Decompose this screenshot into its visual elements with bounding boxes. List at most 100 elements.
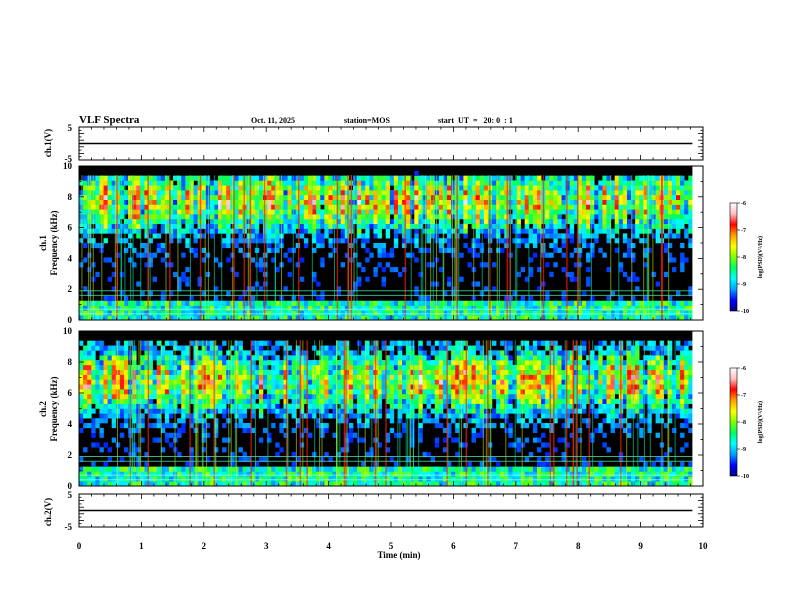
ch2-spectrogram-cell	[189, 466, 194, 472]
ch1-spectrogram-cell	[610, 214, 615, 220]
ch2-spectrogram-cell	[389, 364, 395, 371]
ch1-spectrogram-cell	[618, 223, 624, 229]
ch2-spectrogram-cell	[308, 393, 313, 400]
ch1-spectrogram-cell	[500, 247, 505, 253]
ch2-spectrogram-cell	[406, 384, 411, 390]
ch1-spectrogram-cell	[451, 252, 456, 258]
ch2-spectrogram-cell	[414, 364, 419, 371]
ch1-spectrogram-cell	[520, 180, 526, 186]
ch1-spectrogram-cell	[299, 204, 305, 210]
ch1-spectrogram-cell	[357, 310, 362, 316]
ch1-spectrogram-cell	[512, 315, 517, 321]
ch1-spectrogram-cell	[622, 310, 628, 316]
ch2-spectrogram-cell	[385, 369, 391, 375]
ch1-spectrogram-cell	[618, 315, 624, 321]
ch2-spectrogram-cell	[406, 413, 411, 419]
ch2-spectrogram-cell	[201, 360, 207, 366]
ch1-spectrogram-cell	[95, 194, 100, 200]
ch1-spectrogram-cell	[140, 291, 145, 297]
ch1-spectrogram-cell	[373, 300, 378, 306]
ch1-spectrogram-cell	[573, 204, 579, 210]
ch2-spectrogram-cell	[393, 364, 399, 371]
ch1-spectrogram-cell	[115, 238, 121, 244]
ch2-spectrogram-cell	[238, 466, 243, 472]
ch2-spectrogram-cell	[201, 471, 207, 477]
ch1-spectrogram-cell	[357, 185, 362, 191]
ch1-spectrogram-cell	[532, 233, 538, 239]
ch1-spectrogram-cell	[107, 223, 113, 229]
ch1-spectrogram-cell	[606, 218, 611, 225]
ch1-spectrogram-cell	[140, 204, 145, 210]
ch1-spectrogram-cell	[631, 190, 636, 196]
ch1-spectrogram-cell	[451, 291, 456, 297]
ch2-spectrogram-cell	[140, 360, 145, 366]
ch1-spectrogram-cell	[602, 190, 607, 196]
ch2-spectrogram-cell	[181, 466, 186, 472]
ch1-spectrogram-cell	[602, 218, 607, 225]
ch1-spectrogram-cell	[234, 194, 239, 200]
ch1-spectrogram-cell	[622, 214, 628, 220]
ch2-spectrogram-cell	[222, 437, 227, 443]
ch1-spectrogram-cell	[295, 218, 301, 225]
ch1-spectrogram-cell	[308, 315, 313, 321]
ch1-spectrogram-cell	[119, 315, 125, 321]
ch1-spectrogram-cell	[561, 223, 566, 229]
ch1-spectrogram-cell	[483, 300, 489, 306]
ch2-spectrogram-cell	[299, 384, 305, 390]
ch2-spectrogram-cell	[185, 364, 190, 371]
ch1-spectrogram-cell	[377, 247, 382, 253]
ch1-spectrogram-cell	[451, 305, 456, 311]
ch1-spectrogram-cell	[500, 315, 505, 321]
ch2-spectrogram-cell	[160, 379, 166, 385]
ch2-spectrogram-cell	[385, 471, 391, 477]
ch2-spectrogram-cell	[332, 355, 337, 361]
ch2-spectrogram-cell	[156, 413, 162, 419]
ch1-spectrogram-cell	[504, 243, 509, 249]
ch1-spectrogram-sferic-streak	[232, 175, 234, 320]
ch1-spectrogram-cell	[213, 305, 219, 311]
ch1-spectrogram-cell	[185, 214, 190, 220]
ch1-spectrogram-cell	[365, 185, 370, 191]
ch2-spectrogram-cell	[218, 345, 223, 351]
ch2-spectrogram-cell	[332, 408, 337, 414]
ch1-spectrogram-cell	[414, 257, 419, 263]
ch1-spectrogram-cell	[680, 315, 685, 321]
ch2-spectrogram-cell	[332, 369, 337, 375]
ch1-spectrogram-cell	[299, 185, 305, 191]
ch2-spectrogram-cell	[201, 350, 207, 356]
ch1-spectrogram-cell	[442, 291, 448, 297]
ch1-spectrogram-cell	[651, 305, 656, 311]
ch2-spectrogram-cell	[111, 393, 117, 400]
ch2-spectrogram-cell	[160, 471, 166, 477]
ch2-spectrogram-cell	[181, 350, 186, 356]
ch2-spectrogram-cell	[177, 466, 182, 472]
ch1-spectrogram-cell	[148, 194, 153, 200]
ch2-spectrogram-cell	[189, 452, 194, 458]
ch1-spectrogram-cell	[299, 310, 305, 316]
ch1-spectrogram-cell	[475, 315, 481, 321]
ch2-spectrogram-cell	[99, 364, 104, 371]
ch1-spectrogram-cell	[303, 204, 309, 210]
ch2-spectrogram-cell	[91, 374, 96, 380]
ch1-spectrogram-cell	[287, 315, 292, 321]
ch1-spectrogram-sferic-streak	[566, 175, 568, 320]
ch1-spectrogram-cell	[258, 305, 264, 311]
ch2-spectrogram-cell	[393, 340, 399, 346]
ch2-spectrogram-cell	[385, 364, 391, 371]
ch1-spectrogram-cell	[496, 228, 501, 234]
ch2-spectrogram-cell	[91, 355, 96, 361]
ch1-spectrogram-cell	[500, 300, 505, 306]
ch1-spectrogram-cell	[492, 223, 497, 229]
ch1-spectrogram-cell	[537, 228, 542, 234]
ch1-spectrogram-cell	[377, 199, 382, 205]
ch2-spectrogram-cell	[181, 369, 186, 375]
ch1-spectrogram-cell	[520, 300, 526, 306]
ch1-spectrogram-cell	[442, 185, 448, 191]
ch1-spectrogram-cell	[340, 209, 346, 215]
ch2-spectrogram-cell	[258, 340, 264, 346]
ch1-spectrogram-cell	[385, 305, 391, 311]
ch2-spectrogram-cell	[115, 345, 121, 351]
ch2-spectrogram-cell	[271, 355, 276, 361]
ch2-spectrogram-cell	[87, 471, 92, 477]
ch1-spectrogram-sferic-streak	[456, 175, 458, 320]
